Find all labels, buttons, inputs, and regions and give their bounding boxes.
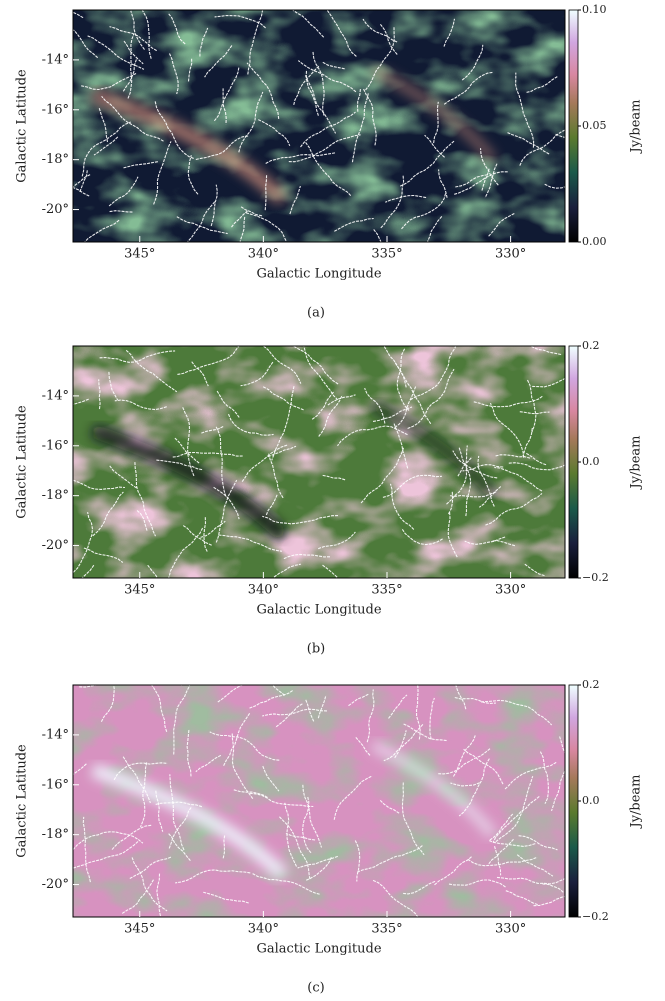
colorbar-label: Jy/beam [629, 99, 644, 154]
y-tick-label: -16° [42, 102, 69, 117]
colorbar [568, 9, 579, 243]
x-tick-label: 340° [248, 247, 279, 262]
colorbar-tick-label: 0.05 [582, 119, 607, 132]
x-axis-label: Galactic Longitude [256, 942, 381, 957]
colorbar-label: Jy/beam [629, 774, 644, 829]
x-tick-label: 330° [495, 583, 526, 598]
y-axis-label: Galactic Latitude [15, 69, 30, 183]
colorbar-tick-label: −0.2 [582, 571, 609, 584]
panel: 345° 340° 335° 330° -14° -16° -18° -20° Galactic… [15, 339, 644, 657]
panel: 345° 340° 335° 330° -14° -16° -18° -20° Galactic… [15, 678, 644, 996]
map-image [73, 10, 565, 242]
x-tick-label: 340° [248, 922, 279, 937]
x-tick-label: 335° [371, 247, 402, 262]
x-tick-label: 340° [248, 583, 279, 598]
map-image [73, 685, 565, 917]
colorbar [568, 684, 579, 918]
x-tick-label: 335° [371, 922, 402, 937]
x-tick-label: 345° [124, 247, 155, 262]
y-tick-label: -16° [42, 438, 69, 453]
y-tick-label: -20° [42, 202, 69, 217]
y-tick-label: -14° [42, 727, 69, 742]
caption: (a) [307, 306, 325, 321]
y-tick-label: -14° [42, 388, 69, 403]
colorbar-tick-label: 0.00 [582, 235, 607, 248]
colorbar [568, 345, 579, 579]
x-tick-label: 345° [124, 922, 155, 937]
map-image [73, 346, 565, 578]
caption: (b) [307, 642, 325, 657]
plot-frame [72, 684, 566, 918]
x-tick-label: 330° [495, 247, 526, 262]
x-tick-label: 335° [371, 583, 402, 598]
plot-frame [72, 345, 566, 579]
y-tick-label: -14° [42, 52, 69, 67]
y-tick-label: -18° [42, 488, 69, 503]
caption: (c) [307, 981, 324, 996]
x-tick-label: 330° [495, 922, 526, 937]
y-axis-label: Galactic Latitude [15, 405, 30, 519]
panel: 345° 340° 335° 330° -14° -16° -18° -20° Galactic… [15, 3, 644, 321]
plot-frame [72, 9, 566, 243]
colorbar-tick-label: 0.0 [582, 794, 600, 807]
y-tick-label: -18° [42, 152, 69, 167]
y-tick-label: -16° [42, 777, 69, 792]
y-axis-label: Galactic Latitude [15, 744, 30, 858]
x-axis-label: Galactic Longitude [256, 267, 381, 282]
y-tick-label: -20° [42, 538, 69, 553]
colorbar-tick-label: 0.10 [582, 3, 607, 16]
colorbar-tick-label: 0.2 [582, 339, 600, 352]
x-tick-label: 345° [124, 583, 155, 598]
colorbar-tick-label: 0.0 [582, 455, 600, 468]
y-tick-label: -18° [42, 827, 69, 842]
colorbar-label: Jy/beam [629, 435, 644, 490]
x-axis-label: Galactic Longitude [256, 603, 381, 618]
y-tick-label: -20° [42, 877, 69, 892]
colorbar-tick-label: 0.2 [582, 678, 600, 691]
colorbar-tick-label: −0.2 [582, 910, 609, 923]
